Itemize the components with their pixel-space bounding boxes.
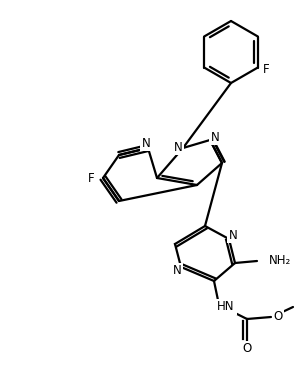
Text: N: N — [173, 265, 181, 277]
Text: F: F — [262, 63, 269, 76]
Text: N: N — [229, 228, 237, 241]
Text: HN: HN — [217, 300, 235, 314]
Text: F: F — [88, 172, 94, 184]
Text: O: O — [242, 342, 252, 355]
Text: N: N — [211, 131, 220, 144]
Text: NH₂: NH₂ — [269, 255, 291, 268]
Text: N: N — [174, 141, 182, 154]
Text: N: N — [142, 137, 150, 149]
Text: O: O — [273, 310, 283, 324]
